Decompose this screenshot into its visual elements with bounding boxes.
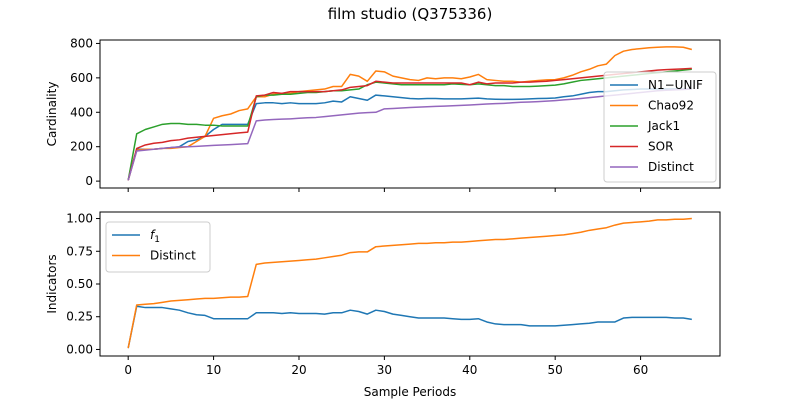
legend-label-1-0: f1 xyxy=(150,228,160,245)
series-line-1-1 xyxy=(127,217,692,349)
legend-1: f1 Distinct xyxy=(105,221,211,273)
y-tick-label-1-2: 0.50 xyxy=(66,277,93,291)
x-tick-label-6: 60 xyxy=(633,363,648,377)
y-axis-label-1: Indicators xyxy=(45,254,59,313)
y-tick-label-1-0: 0.00 xyxy=(66,342,93,356)
y-tick-label-0-1: 200 xyxy=(70,140,93,154)
series-line-1-0 xyxy=(127,305,692,349)
y-tick-label-1-1: 0.25 xyxy=(66,310,93,324)
x-tick-label-2: 20 xyxy=(291,363,306,377)
y-tick-label-1-4: 1.00 xyxy=(66,212,93,226)
legend-label-0-3: SOR xyxy=(648,140,673,154)
figure-title: film studio (Q375336) xyxy=(328,5,493,23)
axes-frame-0 xyxy=(99,39,721,189)
y-tick-label-0-3: 600 xyxy=(70,71,93,85)
legend-label-0-1: Chao92 xyxy=(648,99,694,113)
y-tick-label-0-4: 800 xyxy=(70,36,93,50)
legend-0: N1−UNIF Chao92 Jack1 SOR Distinct xyxy=(603,71,717,183)
series-line-0-0 xyxy=(127,88,692,181)
series-line-0-1 xyxy=(127,46,693,181)
x-axis-label: Sample Periods xyxy=(364,385,456,399)
x-tick-label-3: 30 xyxy=(377,363,392,377)
x-tick-label-5: 50 xyxy=(548,363,563,377)
legend-label-1-1: Distinct xyxy=(150,249,196,263)
legend-label-0-4: Distinct xyxy=(648,160,694,174)
legend-label-0-0: N1−UNIF xyxy=(648,78,703,92)
y-tick-label-1-3: 0.75 xyxy=(66,244,93,258)
x-tick-label-0: 0 xyxy=(124,363,132,377)
series-line-0-3 xyxy=(127,67,692,181)
y-tick-label-0-0: 0 xyxy=(85,174,93,188)
y-axis-label-0: Cardinality xyxy=(45,82,59,147)
legend-box-1 xyxy=(105,221,211,273)
x-tick-label-1: 10 xyxy=(206,363,221,377)
cardinality-panel: 0 200 400 600 800 Cardinality N1−UNIF Chao92 Jac… xyxy=(45,36,721,192)
indicators-panel: 0.00 0.25 0.50 0.75 1.00 0 10 20 30 40 50 60 Indicat… xyxy=(45,211,721,399)
series-line-0-4 xyxy=(127,88,692,181)
series-line-0-2 xyxy=(127,68,692,181)
y-tick-label-0-2: 400 xyxy=(70,105,93,119)
legend-label-0-2: Jack1 xyxy=(647,119,680,133)
legend-box-0 xyxy=(603,71,717,183)
x-tick-label-4: 40 xyxy=(462,363,477,377)
